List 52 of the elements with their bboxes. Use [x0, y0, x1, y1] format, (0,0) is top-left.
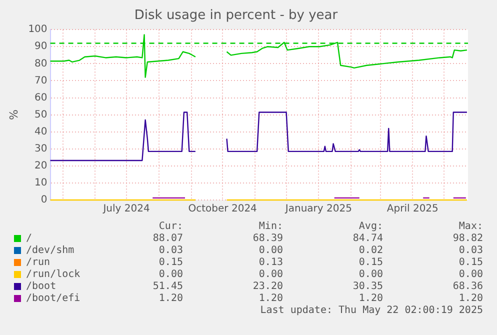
chart-title: Disk usage in percent - by year [134, 8, 338, 24]
text: 0.15 [358, 257, 383, 269]
y-tick-label: 30 [34, 143, 48, 154]
text: 0.03 [158, 245, 183, 257]
x-tick-label: July 2024 [102, 204, 150, 215]
text: Min: [258, 221, 283, 233]
legend-label: /run/lock [26, 269, 82, 281]
y-tick-label: 0 [40, 194, 48, 206]
text: Avg: [358, 221, 383, 233]
text: 88.07 [152, 233, 183, 245]
text: 0.15 [158, 257, 183, 269]
legend-label: / [26, 233, 34, 245]
y-tick-label: 60 [34, 92, 48, 104]
legend-label: /boot [26, 281, 58, 293]
text: 98.82 [452, 233, 483, 245]
text: Cur: [158, 221, 183, 233]
text: 0.00 [458, 269, 483, 281]
text: 0.03 [458, 245, 483, 257]
text: Last update: Thu May 22 02:00:19 2025 [259, 305, 483, 317]
y-tick-label: 50 [34, 109, 48, 120]
text: 30.35 [352, 281, 383, 293]
legend-label: /run [26, 257, 52, 269]
text: 0.02 [358, 245, 383, 257]
text: 0.00 [258, 269, 283, 281]
y-tick-label: 80 [34, 58, 48, 70]
text: 51.45 [152, 281, 183, 293]
text: Max: [458, 221, 483, 233]
text: 0.15 [458, 257, 483, 269]
y-axis-title: % [7, 110, 20, 120]
legend-label: /boot/efi [26, 293, 82, 305]
text: 0.13 [258, 257, 283, 269]
y-tick-label: 100 [28, 24, 48, 36]
text: 84.74 [352, 233, 383, 245]
y-tick-label: 40 [34, 126, 48, 138]
text: 68.36 [452, 281, 483, 293]
legend-label: /dev/shm [26, 245, 76, 257]
text: 1.20 [158, 293, 183, 305]
text: 1.20 [258, 293, 283, 305]
text: 68.39 [252, 233, 283, 245]
text: 23.20 [252, 281, 283, 293]
text: 0.00 [358, 269, 383, 281]
y-tick-label: 10 [34, 178, 48, 189]
x-tick-label: April 2025 [386, 204, 438, 215]
x-tick-label: October 2024 [188, 204, 257, 215]
text: 1.20 [358, 293, 383, 305]
text: 0.00 [158, 269, 183, 281]
y-tick-label: 70 [34, 75, 48, 86]
text: 0.00 [258, 245, 283, 257]
y-tick-label: 90 [34, 41, 48, 52]
text: 1.20 [458, 293, 483, 305]
x-tick-label: January 2025 [284, 204, 352, 215]
y-tick-label: 20 [34, 160, 48, 172]
